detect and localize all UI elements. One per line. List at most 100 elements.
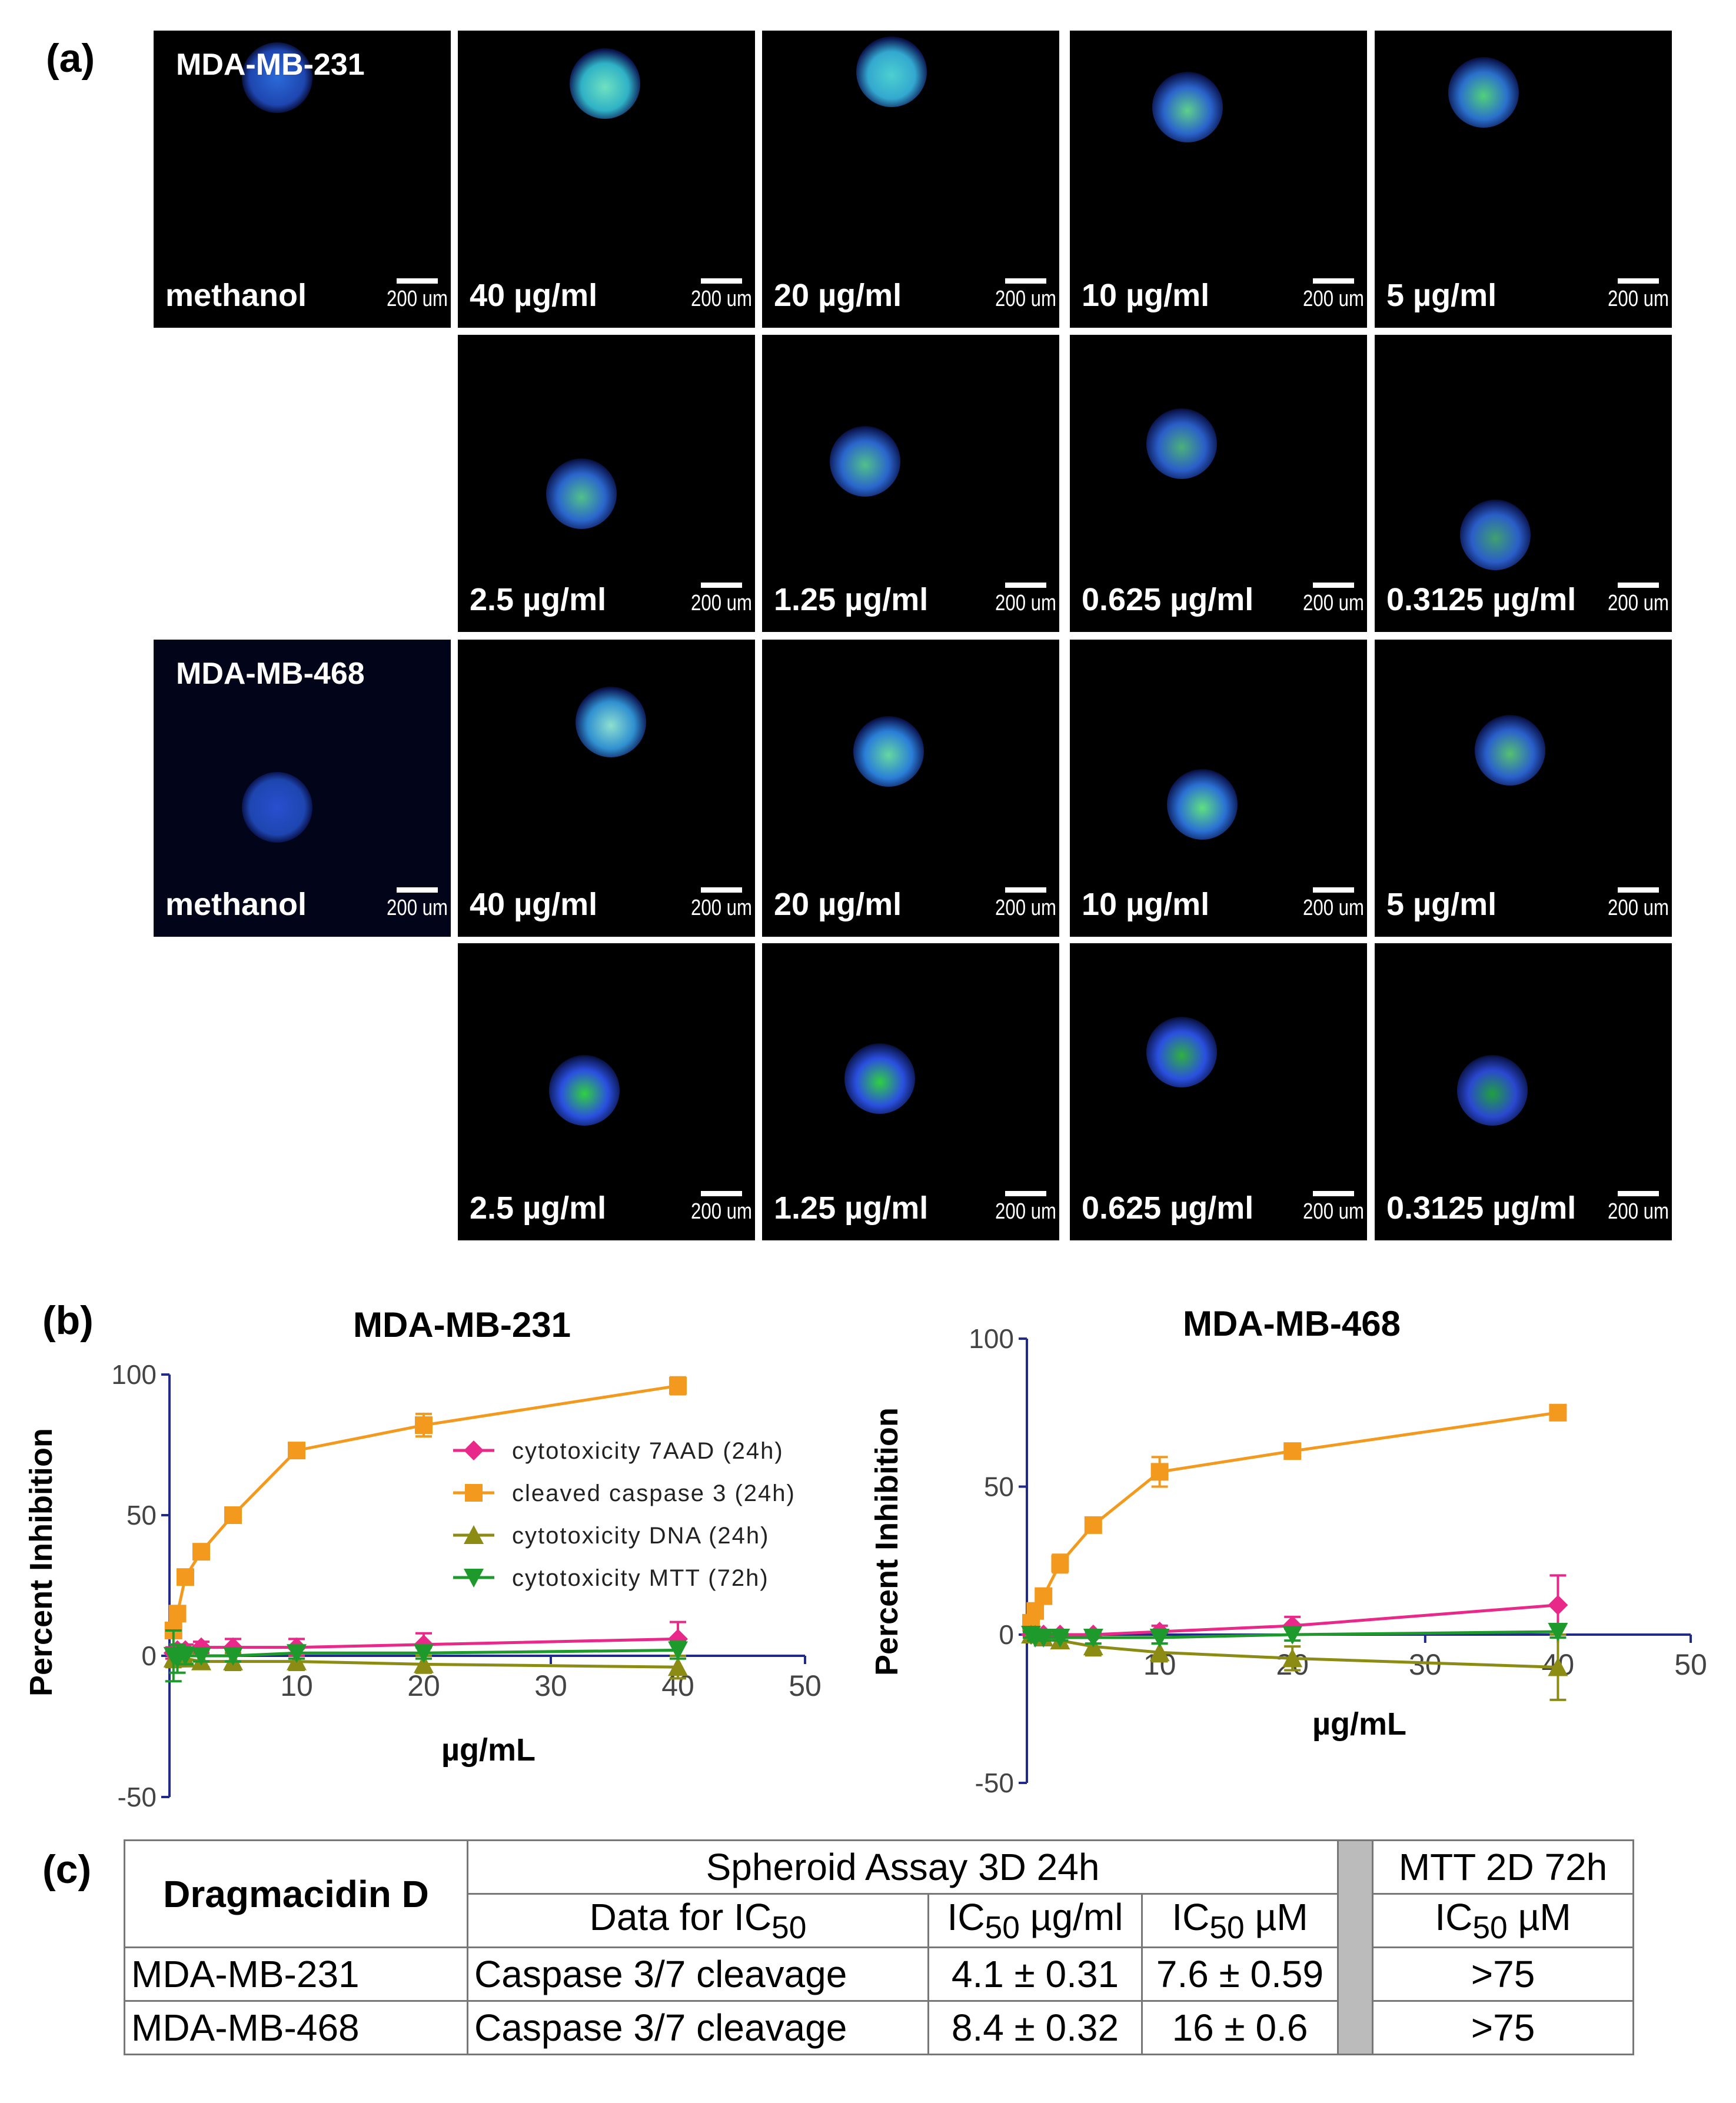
data-point — [1033, 1629, 1054, 1648]
spheroid — [576, 687, 646, 757]
data-point — [177, 1568, 194, 1586]
x-axis-label: µg/mL — [441, 1732, 536, 1768]
y-tick-label: -50 — [975, 1768, 1014, 1798]
concentration-label: methanol — [165, 278, 307, 313]
data-point — [168, 1605, 187, 1623]
scale-bar-label: 200 um — [691, 287, 752, 311]
microscopy-tile: 10 µg/ml 200 um — [1070, 640, 1367, 937]
concentration-label: 20 µg/ml — [774, 278, 902, 313]
cell-line-label: MDA-MB-231 — [176, 48, 365, 82]
microscopy-tile: 10 µg/ml 200 um — [1070, 31, 1367, 328]
spheroid — [1460, 500, 1531, 570]
concentration-label: 1.25 µg/ml — [774, 1190, 929, 1226]
legend-marker — [464, 1440, 484, 1460]
scale-bar-label: 200 um — [691, 1199, 752, 1224]
spheroid — [1448, 57, 1519, 128]
x-tick-label: 20 — [407, 1669, 440, 1702]
cell-line-label: MDA-MB-468 — [176, 657, 365, 691]
data-point — [415, 1416, 433, 1435]
data-point — [1548, 1622, 1568, 1642]
spheroid — [1457, 1055, 1528, 1126]
spheroid — [242, 42, 312, 113]
row-um: 16 ± 0.6 — [1141, 2000, 1339, 2055]
data-point — [288, 1442, 305, 1460]
row-cell-line: MDA-MB-468 — [124, 2000, 468, 2055]
col-2d-header: IC50 µM — [1372, 1893, 1634, 1948]
spheroid — [1475, 715, 1545, 786]
x-axis-label: µg/mL — [1312, 1706, 1406, 1742]
data-point — [287, 1644, 307, 1663]
data-point — [192, 1543, 210, 1561]
microscopy-tile: 1.25 µg/ml 200 um — [762, 943, 1059, 1240]
col-um-header: IC50 µM — [1141, 1893, 1339, 1948]
compound-header: Dragmacidin D — [124, 1839, 468, 1948]
microscopy-tile: 0.625 µg/ml 200 um — [1070, 943, 1367, 1240]
concentration-label: 5 µg/ml — [1386, 278, 1497, 313]
microscopy-tile: 5 µg/ml 200 um — [1375, 31, 1672, 328]
spheroid — [1167, 769, 1238, 840]
microscopy-tile: 20 µg/ml 200 um — [762, 640, 1059, 937]
data-point — [668, 1629, 688, 1649]
scale-bar-label: 200 um — [387, 896, 448, 920]
data-point — [1051, 1555, 1069, 1573]
data-point — [668, 1657, 688, 1676]
legend-entry: cytotoxicity 7AAD (24h) — [512, 1438, 784, 1464]
data-point — [668, 1641, 688, 1661]
scale-bar-label: 200 um — [1303, 591, 1364, 615]
y-tick-label: -50 — [118, 1782, 157, 1812]
series-3 — [1021, 1622, 1568, 1648]
panel-label-a: (a) — [46, 36, 95, 81]
concentration-label: methanol — [165, 887, 307, 922]
scale-bar-label: 200 um — [1303, 1199, 1364, 1224]
concentration-label: 0.625 µg/ml — [1082, 582, 1254, 617]
microscopy-tile: 1.25 µg/ml 200 um — [762, 335, 1059, 632]
concentration-label: 40 µg/ml — [470, 278, 598, 313]
data-point — [1150, 1463, 1169, 1481]
concentration-label: 2.5 µg/ml — [470, 1190, 607, 1226]
data-point — [191, 1647, 211, 1666]
table-row: MDA-MB-468 Caspase 3/7 cleavage 8.4 ± 0.… — [124, 2000, 1634, 2055]
concentration-label: 10 µg/ml — [1082, 887, 1210, 922]
data-point — [175, 1647, 195, 1666]
microscopy-tile: 2.5 µg/ml 200 um — [458, 943, 755, 1240]
group-3d-header: Spheroid Assay 3D 24h — [467, 1839, 1339, 1895]
row-data: Caspase 3/7 cleavage — [467, 1946, 929, 2002]
scale-bar-label: 200 um — [995, 1199, 1056, 1224]
concentration-label: 0.3125 µg/ml — [1386, 582, 1577, 617]
spheroid — [1146, 1017, 1217, 1087]
concentration-label: 1.25 µg/ml — [774, 582, 929, 617]
data-point — [1548, 1657, 1568, 1676]
concentration-label: 0.625 µg/ml — [1082, 1190, 1254, 1226]
data-point — [1050, 1629, 1070, 1648]
row-cell-line: MDA-MB-231 — [124, 1946, 468, 2002]
col-data-header: Data for IC50 — [467, 1893, 929, 1948]
scale-bar-label: 200 um — [1608, 287, 1669, 311]
row-um: 7.6 ± 0.59 — [1141, 1946, 1339, 2002]
microscopy-tile: 5 µg/ml 200 um — [1375, 640, 1672, 937]
scale-bar-label: 200 um — [1608, 591, 1669, 615]
row-ugml: 4.1 ± 0.31 — [927, 1946, 1143, 2002]
legend-marker — [465, 1484, 483, 1502]
row-ugml: 8.4 ± 0.32 — [927, 2000, 1143, 2055]
x-tick-label: 50 — [789, 1669, 822, 1702]
scale-bar-label: 200 um — [995, 896, 1056, 920]
data-point — [414, 1644, 434, 1663]
y-tick-label: 50 — [984, 1472, 1014, 1502]
y-axis-label: Percent Inhibition — [869, 1407, 904, 1676]
legend-marker — [464, 1569, 484, 1588]
y-axis-label: Percent Inhibition — [24, 1428, 59, 1696]
data-point — [223, 1647, 243, 1666]
spheroid — [1146, 408, 1217, 479]
data-point — [1549, 1403, 1567, 1422]
spheroid — [830, 426, 900, 497]
data-point — [1282, 1626, 1303, 1645]
scale-bar-label: 200 um — [1303, 287, 1364, 311]
scale-bar-label: 200 um — [1608, 896, 1669, 920]
spheroid — [546, 458, 617, 529]
data-point — [1083, 1629, 1103, 1648]
row-mtt: >75 — [1372, 1946, 1634, 2002]
concentration-label: 2.5 µg/ml — [470, 582, 607, 617]
x-tick-label: 10 — [280, 1669, 313, 1702]
microscopy-tile: MDA-MB-231 methanol 200 um — [154, 31, 451, 328]
